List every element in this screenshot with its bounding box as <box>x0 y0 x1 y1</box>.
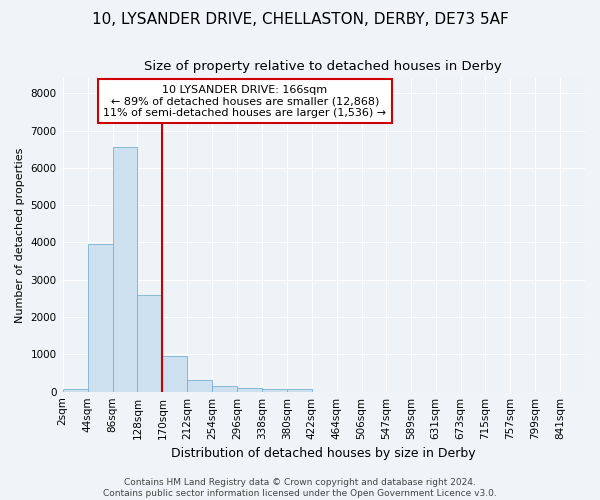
Bar <box>113 148 137 392</box>
Bar <box>237 388 262 392</box>
Text: 10, LYSANDER DRIVE, CHELLASTON, DERBY, DE73 5AF: 10, LYSANDER DRIVE, CHELLASTON, DERBY, D… <box>92 12 508 28</box>
Bar <box>88 244 113 392</box>
Bar <box>262 390 287 392</box>
Bar <box>287 390 312 392</box>
Text: 10 LYSANDER DRIVE: 166sqm
← 89% of detached houses are smaller (12,868)
11% of s: 10 LYSANDER DRIVE: 166sqm ← 89% of detac… <box>103 84 386 118</box>
X-axis label: Distribution of detached houses by size in Derby: Distribution of detached houses by size … <box>171 447 476 460</box>
Text: Contains HM Land Registry data © Crown copyright and database right 2024.
Contai: Contains HM Land Registry data © Crown c… <box>103 478 497 498</box>
Bar <box>187 380 212 392</box>
Bar <box>63 389 88 392</box>
Bar <box>137 294 163 392</box>
Title: Size of property relative to detached houses in Derby: Size of property relative to detached ho… <box>145 60 502 73</box>
Bar <box>212 386 237 392</box>
Bar <box>163 356 187 392</box>
Y-axis label: Number of detached properties: Number of detached properties <box>15 148 25 322</box>
